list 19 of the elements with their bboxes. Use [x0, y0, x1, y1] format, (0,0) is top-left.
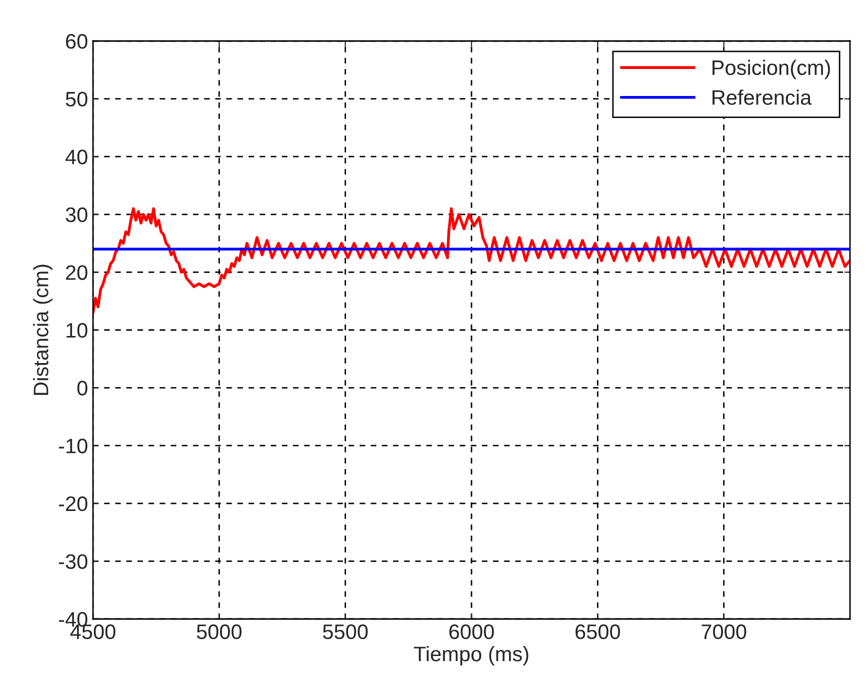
x-tick-label: 5500: [322, 624, 368, 640]
y-tick-label: 30: [66, 207, 88, 222]
x-tick-label: 5000: [196, 624, 242, 640]
y-tick-label: 50: [66, 92, 88, 107]
y-tick-label: 60: [66, 34, 88, 49]
legend-label: Referencia: [712, 90, 812, 105]
y-tick-label: 0: [77, 380, 88, 396]
y-tick-label: 40: [65, 150, 88, 164]
x-axis-title: Tiempo (ms): [414, 646, 528, 666]
y-tick-label: -20: [58, 496, 88, 512]
x-tick-label: 7000: [702, 624, 746, 640]
y-tick-label: -30: [58, 554, 88, 569]
y-tick-label: 20: [66, 265, 88, 280]
y-tick-label: -10: [58, 438, 88, 454]
x-tick-label: 6500: [576, 624, 620, 640]
legend-label: Posicion(cm): [712, 60, 830, 80]
x-tick-label: 6000: [449, 624, 494, 640]
y-tick-label: 10: [66, 323, 88, 338]
y-axis-title: Distancia (cm): [33, 264, 52, 395]
